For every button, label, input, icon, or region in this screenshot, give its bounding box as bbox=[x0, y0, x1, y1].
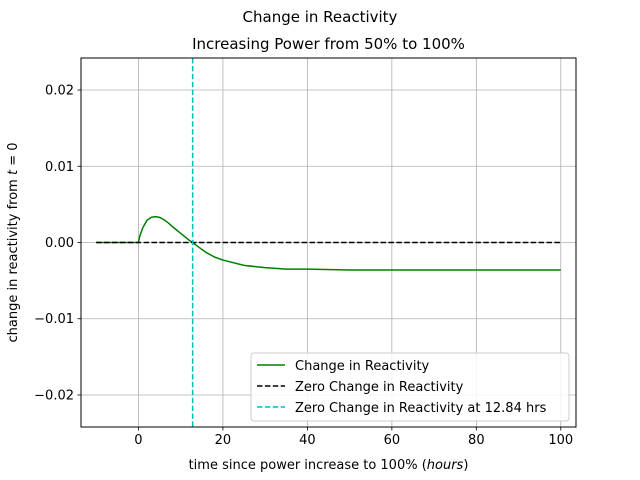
chart-suptitle: Change in Reactivity bbox=[243, 8, 398, 26]
y-tick-label: −0.01 bbox=[34, 312, 74, 327]
y-axis-label-var: t bbox=[6, 169, 21, 175]
x-axis-label-close: ) bbox=[463, 458, 468, 473]
legend-label-crossing: Zero Change in Reactivity at 12.84 hrs bbox=[295, 401, 547, 416]
y-axis-label: change in reactivity from t = 0 bbox=[6, 143, 21, 343]
y-axis-label-tail: = 0 bbox=[6, 143, 21, 170]
x-tick-label: 40 bbox=[299, 433, 316, 448]
x-axis-label-main: time since power increase to 100% ( bbox=[189, 458, 427, 473]
x-tick-label: 100 bbox=[548, 433, 573, 448]
x-tick-label: 0 bbox=[134, 433, 142, 448]
x-axis-label-unit: hours bbox=[427, 458, 464, 473]
legend-label-reactivity: Change in Reactivity bbox=[295, 359, 430, 374]
y-axis-ticks: −0.02 −0.01 0.00 0.01 0.02 bbox=[34, 84, 81, 403]
legend-label-zero: Zero Change in Reactivity bbox=[295, 380, 464, 395]
y-axis-label-main: change in reactivity from bbox=[6, 175, 21, 342]
y-tick-label: 0.01 bbox=[45, 160, 74, 175]
x-tick-label: 60 bbox=[384, 433, 401, 448]
x-axis-ticks: 0 20 40 60 80 100 bbox=[134, 427, 573, 448]
x-tick-label: 20 bbox=[215, 433, 232, 448]
x-axis-label: time since power increase to 100% (hours… bbox=[189, 458, 469, 473]
plot-frame bbox=[80, 57, 577, 428]
y-tick-label: −0.02 bbox=[34, 388, 74, 403]
chart-title: Increasing Power from 50% to 100% bbox=[192, 35, 465, 53]
plot-series bbox=[96, 58, 561, 427]
x-tick-label: 80 bbox=[468, 433, 485, 448]
y-tick-label: 0.00 bbox=[45, 236, 74, 251]
legend-box bbox=[250, 352, 570, 422]
chart-legend: Change in Reactivity Zero Change in Reac… bbox=[250, 352, 570, 422]
y-tick-label: 0.02 bbox=[45, 84, 74, 99]
